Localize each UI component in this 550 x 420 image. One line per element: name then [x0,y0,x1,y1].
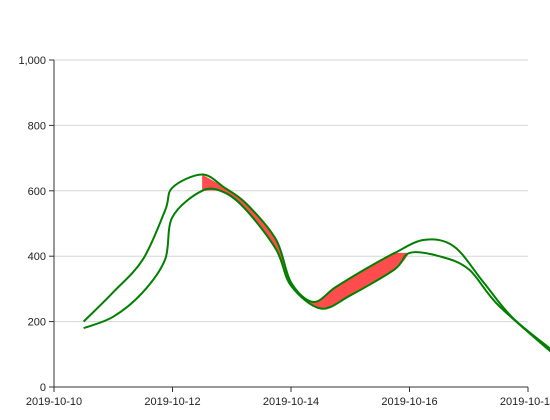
y-tick-label: 200 [28,317,46,329]
x-tick-label: 2019-10-12 [144,396,200,408]
y-tick-label: 400 [28,251,46,263]
y-grid [54,59,528,323]
series-lines [82,173,550,353]
x-tick-label: 2019-10-14 [263,396,319,408]
series-line-1 [82,173,550,350]
x-tick-label: 2019-10-10 [26,396,82,408]
y-tick-label: 1,000 [18,55,46,67]
y-tick-label: 800 [28,120,46,132]
difference-area [202,174,410,309]
y-tick-label: 600 [28,186,46,198]
x-tick-label: 2019-10-18 [500,396,550,408]
difference-fill [202,174,410,309]
y-tick-label: 0 [40,382,46,394]
series-line-2 [83,187,550,353]
y-tick-labels: 0 200 400 600 800 1,000 [18,55,54,394]
x-tick-labels: 2019-10-10 2019-10-12 2019-10-14 2019-10-16… [26,387,550,408]
x-tick-label: 2019-10-16 [381,396,437,408]
axes [53,60,528,388]
